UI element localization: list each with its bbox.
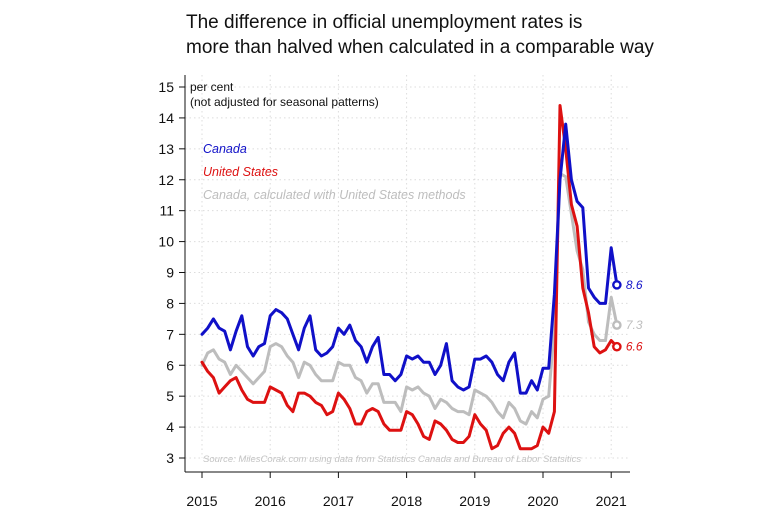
y-tick-label: 15 [158, 79, 174, 95]
y-unit-label-line-2: (not adjusted for seasonal patterns) [190, 95, 379, 109]
y-tick-label: 6 [166, 357, 174, 373]
y-tick-label: 7 [166, 326, 174, 342]
x-tick-label: 2016 [255, 493, 286, 509]
y-tick-label: 14 [158, 110, 174, 126]
series-lines: 7.3 6.6 8.6 [200, 104, 643, 451]
series-line-canada-us-methods [200, 172, 619, 426]
x-tick-label: 2021 [596, 493, 627, 509]
legend-entry-united-states: United States [203, 165, 278, 179]
series-line-united-states [200, 104, 619, 451]
y-tick-label: 10 [158, 234, 174, 250]
y-tick-label: 4 [166, 419, 174, 435]
x-tick-label: 2015 [186, 493, 217, 509]
y-tick-label: 9 [166, 265, 174, 281]
x-tick-label: 2020 [527, 493, 558, 509]
series-line-canada [200, 122, 619, 395]
end-value-label-canada: 8.6 [626, 278, 643, 292]
end-value-label-united-states: 6.6 [626, 340, 643, 354]
y-tick-label: 13 [158, 141, 174, 157]
chart-title: The difference in official unemployment … [186, 10, 746, 60]
legend-entry-canada-us-methods: Canada, calculated with United States me… [203, 188, 466, 202]
source-note: Source: MilesCorak.com using data from S… [203, 454, 581, 465]
end-marker-canada-us-methods [612, 320, 622, 330]
end-marker-canada [612, 280, 622, 290]
y-tick-label: 5 [166, 388, 174, 404]
y-tick-label: 11 [159, 203, 174, 219]
y-tick-label: 8 [166, 295, 174, 311]
legend-entry-canada: Canada [203, 142, 247, 156]
x-tick-label: 2018 [391, 493, 422, 509]
chart-title-line-1: The difference in official unemployment … [186, 12, 583, 33]
legend: Canada United States Canada, calculated wi… [203, 142, 466, 202]
end-value-label-canada-us-methods: 7.3 [626, 318, 643, 332]
x-tick-label: 2019 [459, 493, 490, 509]
x-tick-label: 2017 [323, 493, 354, 509]
y-unit-label-line-1: per cent [190, 80, 234, 94]
y-tick-label: 3 [166, 450, 174, 466]
gridlines [185, 75, 630, 459]
end-marker-united-states [612, 341, 622, 352]
y-tick-label: 12 [158, 172, 174, 188]
axes: 3 4 5 6 7 8 9 10 11 12 13 14 15 2015 2016 2017 2018 2019 2… [158, 75, 630, 509]
chart-title-line-2: more than halved when calculated in a co… [186, 37, 654, 58]
